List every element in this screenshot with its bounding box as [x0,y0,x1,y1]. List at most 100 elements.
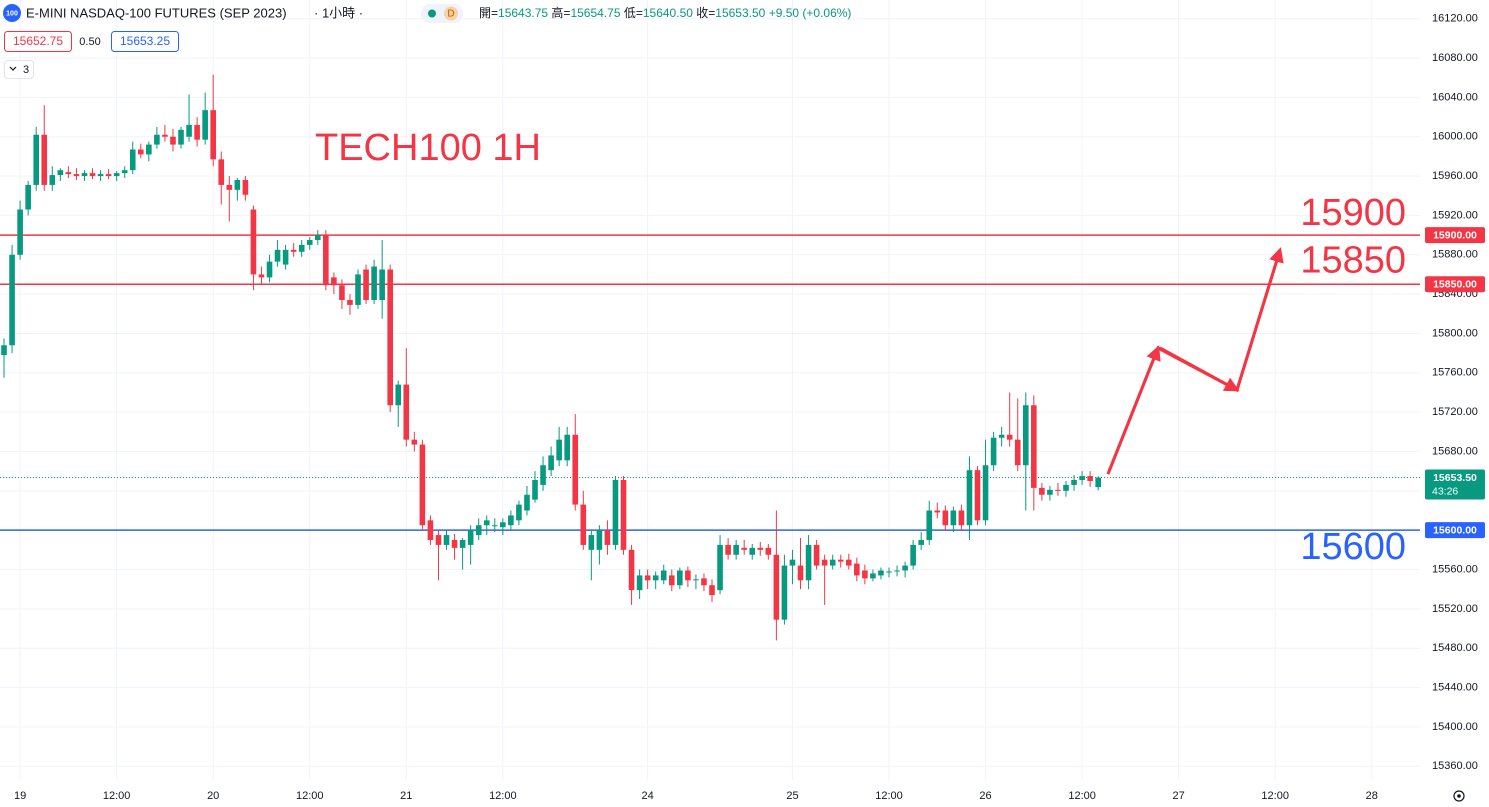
candle-body [701,578,707,586]
candle-body [652,575,659,581]
candle-body [990,437,997,466]
candle-body [298,244,305,252]
chart-title: TECH100 1H [315,127,541,169]
interval[interactable]: · 1小時 · [314,5,363,20]
candle-body [105,174,112,177]
x-tick-label: 25 [786,790,798,802]
x-tick-label: 12:00 [1261,790,1289,802]
candle-body [668,575,675,586]
candle-body [451,540,458,548]
candle-body [459,540,466,548]
candle-body [339,285,345,300]
candle-body [427,520,434,540]
candle-body [685,570,691,581]
candle-body [821,559,828,566]
symbol-name[interactable]: E-MINI NASDAQ-100 FUTURES (SEP 2023) [26,5,287,20]
change: +9.50 (+0.06%) [769,6,852,20]
x-tick-label: 24 [642,790,654,802]
candle-body [508,515,514,526]
candle-body [878,570,884,576]
candle-body [500,522,506,528]
candle-body [1055,489,1061,491]
candle-body [443,535,450,545]
ohlc-label: 低= [624,6,643,20]
candle-body [926,510,933,540]
ohlc-label: 開= [479,6,498,20]
session: D [447,9,454,20]
candle-body [886,571,892,573]
candle-body [1095,477,1101,488]
y-tick-label: 15920.00 [1432,209,1478,221]
ohlc-value: 15643.75 [498,6,548,20]
candle-body [25,184,31,210]
y-tick-label: 15960.00 [1432,170,1478,182]
forecast-arrow [1159,346,1240,392]
candle-body [137,149,144,155]
candle-body [483,520,490,526]
level-price-box [1425,227,1485,244]
candle-body [1079,476,1085,480]
level-price-label: 15900.00 [1433,229,1477,241]
sell-button[interactable] [4,31,72,52]
candle-body [186,124,192,137]
y-tick-label: 16040.00 [1432,91,1478,103]
candle-body [902,565,908,571]
settings-icon[interactable] [1453,790,1465,802]
candle-body [234,180,241,190]
level-price-box [1425,522,1485,539]
candle-body [934,510,941,513]
candle-body [371,266,377,300]
y-tick-label: 16000.00 [1432,131,1478,143]
x-tick-label: 19 [14,790,26,802]
candle-body [636,575,643,591]
indicator-count[interactable]: 3 [23,64,29,76]
bid[interactable]: 15652.75 [13,34,63,48]
y-tick-label: 15400.00 [1432,721,1478,733]
candle-body [749,547,756,555]
candle-body [435,535,442,545]
candle-body [113,173,120,177]
candle-body [419,444,426,526]
current-price-box [1425,469,1485,500]
ask[interactable]: 15653.25 [120,34,170,48]
candle-body [564,434,570,461]
candle-body [347,300,353,305]
candle-body [1063,484,1069,491]
indicators-toggle[interactable] [4,60,34,79]
ohlc-value: 15653.50 [715,6,765,20]
candle-body [1087,476,1093,481]
buy-button[interactable] [111,31,179,52]
status-pill [421,4,463,23]
candle-body [942,510,949,526]
candle-body [870,573,876,579]
candle-body [660,570,667,581]
candle-body [918,540,924,545]
candle-body [982,465,989,521]
candle-body [998,434,1005,438]
x-tick-label: 12:00 [875,790,903,802]
candle-body [1031,405,1037,488]
forecast-arrow [1235,247,1284,391]
y-tick-label: 15480.00 [1432,642,1478,654]
level-annotation: 15600 [1300,526,1406,568]
candle-body [162,134,168,137]
candle-body [129,149,136,171]
x-tick-label: 26 [979,790,991,802]
candle-body [781,565,788,620]
candle-body [1,345,7,356]
y-tick-label: 15360.00 [1432,760,1478,772]
x-tick-label: 12:00 [489,790,517,802]
candle-body [854,563,860,576]
candle-body [862,570,868,579]
candle-body [717,544,723,591]
candle-body [266,261,273,278]
candle-body [725,544,731,555]
candle-body [829,559,836,566]
candle-body [491,525,498,527]
candle-body [845,559,852,566]
y-tick-label: 15880.00 [1432,249,1478,261]
y-tick-label: 15760.00 [1432,367,1478,379]
candle-body [540,465,546,485]
y-tick-label: 15520.00 [1432,603,1478,615]
